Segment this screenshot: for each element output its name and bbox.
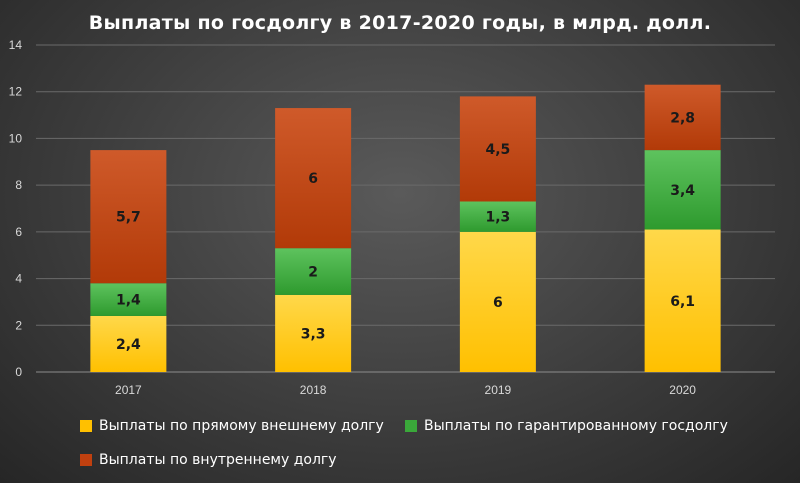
y-tick-label: 4 (15, 272, 22, 286)
data-label-guaranteed-debt-2018: 2 (308, 265, 318, 281)
data-label-external-debt-2018: 3,3 (301, 326, 326, 342)
bar-guaranteed-debt-2018 (275, 248, 352, 295)
legend-swatch-external-debt (80, 420, 92, 432)
data-label-internal-debt-2020: 2,8 (670, 110, 695, 126)
legend-label-internal-debt: Выплаты по внутреннему долгу (99, 452, 337, 468)
bar-internal-debt-2017 (90, 150, 167, 284)
bar-guaranteed-debt-2019 (459, 201, 536, 232)
legend-item-guaranteed-debt: Выплаты по гарантированному госдолгу (405, 418, 728, 434)
legend-swatch-guaranteed-debt (405, 420, 417, 432)
data-label-internal-debt-2018: 6 (308, 171, 318, 187)
data-label-internal-debt-2017: 5,7 (116, 210, 141, 226)
data-label-external-debt-2020: 6,1 (670, 294, 695, 310)
y-tick-label: 8 (15, 178, 22, 192)
data-label-guaranteed-debt-2020: 3,4 (670, 183, 695, 199)
y-tick-label: 0 (15, 365, 22, 379)
y-tick-label: 10 (9, 131, 23, 145)
data-label-guaranteed-debt-2019: 1,3 (485, 210, 510, 226)
y-tick-label: 12 (9, 85, 23, 99)
legend-item-internal-debt: Выплаты по внутреннему долгу (80, 452, 337, 468)
legend-label-guaranteed-debt: Выплаты по гарантированному госдолгу (424, 418, 728, 434)
legend-item-external-debt: Выплаты по прямому внешнему долгу (80, 418, 384, 434)
data-label-external-debt-2017: 2,4 (116, 337, 141, 353)
x-tick-label-2019: 2019 (485, 383, 512, 397)
x-tick-label-2020: 2020 (669, 383, 696, 397)
stacked-bar-chart: 0 2 4 6 8 10 12 14 2,4 1,4 5,7 3,3 2 6 6 1,3 4,5 6,1 3,4 2… (9, 38, 775, 397)
legend-label-external-debt: Выплаты по прямому внешнему долгу (99, 418, 384, 434)
bar-guaranteed-debt-2020 (644, 150, 721, 230)
x-tick-label-2018: 2018 (300, 383, 327, 397)
data-label-external-debt-2019: 6 (493, 295, 503, 311)
y-tick-label: 2 (15, 318, 22, 332)
x-tick-label-2017: 2017 (115, 383, 142, 397)
bar-internal-debt-2020 (644, 84, 721, 151)
bar-external-debt-2018 (275, 294, 352, 372)
bar-internal-debt-2018 (275, 108, 352, 249)
bar-external-debt-2020 (644, 229, 721, 372)
data-label-guaranteed-debt-2017: 1,4 (116, 293, 141, 309)
bar-guaranteed-debt-2017 (90, 283, 167, 316)
bar-external-debt-2019 (459, 231, 536, 372)
bar-internal-debt-2019 (459, 96, 536, 202)
bar-external-debt-2017 (90, 315, 167, 372)
data-label-internal-debt-2019: 4,5 (485, 142, 510, 158)
chart-title: Выплаты по госдолгу в 2017-2020 годы, в … (88, 12, 712, 34)
y-tick-label: 14 (9, 38, 23, 52)
y-tick-label: 6 (15, 225, 22, 239)
legend-swatch-internal-debt (80, 454, 92, 466)
